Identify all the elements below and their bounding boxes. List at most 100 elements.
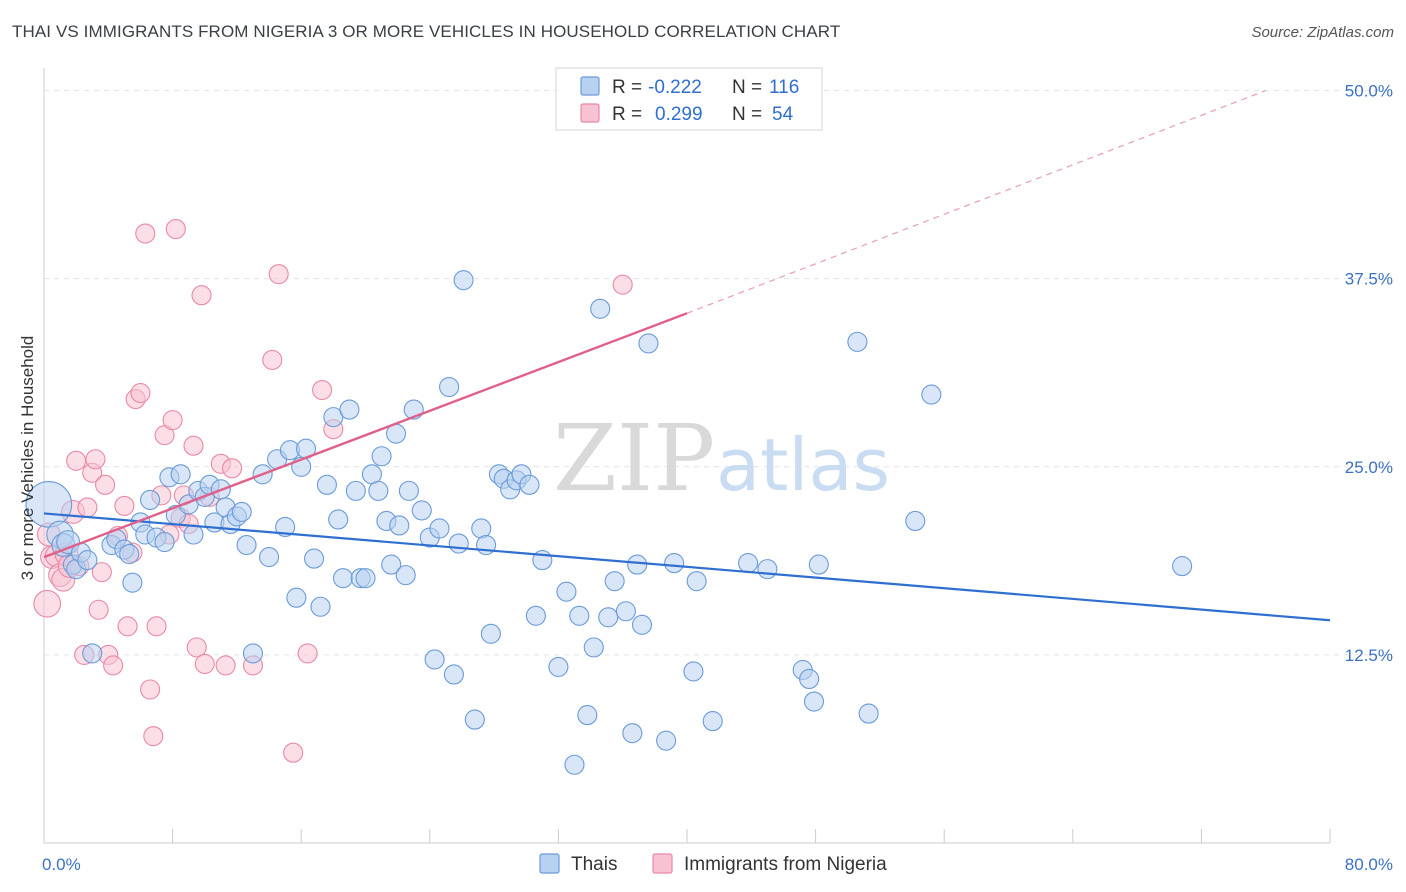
thai-point-80 [519,474,540,495]
legend-r-value-2: 0.299 [655,104,703,125]
y-tick-label-0: 12.5% [1345,646,1393,665]
nigeria-point-53 [612,274,633,295]
y-tick-label-3: 50.0% [1345,82,1393,101]
thai-point-18 [154,531,175,553]
thai-point-72 [471,518,492,539]
thai-point-112 [1172,556,1193,577]
thai-point-33 [236,534,257,556]
thai-point-45 [316,474,337,495]
y-tick-label-1: 25.0% [1345,458,1393,477]
series-legend: Thais Immigrants from Nigeria [539,853,887,875]
nigeria-point-12 [77,497,98,518]
source-label: Source: ZipAtlas.com [1251,24,1394,41]
series-swatch-nigeria [652,853,673,874]
nigeria-point-26 [135,223,156,244]
thai-point-66 [429,518,450,539]
thai-point-105 [799,668,820,690]
nigeria-point-41 [194,653,215,674]
thai-point-57 [381,554,402,575]
nigeria-point-47 [262,349,283,370]
nigeria-point-25 [130,382,151,404]
thai-point-101 [702,711,723,732]
thai-point-95 [631,614,653,635]
nigeria-point-0 [33,589,62,618]
nigeria-point-50 [297,643,318,664]
axes [43,68,1331,844]
thai-point-74 [480,623,501,644]
nigeria-point-19 [103,655,124,676]
thai-point-16 [140,489,161,510]
nigeria-point-45 [222,458,243,479]
thai-point-91 [604,571,625,592]
legend-n-label-2: N = [732,104,762,125]
y-axis-label: 3 or more Vehicles in Household [18,336,37,581]
nigeria-point-16 [91,562,112,583]
legend-r-value-1: -0.222 [648,77,702,98]
thai-point-109 [858,703,879,724]
legend-n-label-1: N = [732,77,762,98]
thai-point-8 [82,643,103,664]
x-tick-label-0: 0.0% [42,855,81,874]
nigeria-point-28 [143,726,164,747]
thai-point-49 [339,399,360,420]
thai-point-106 [803,691,825,712]
thai-point-103 [757,559,778,580]
thai-point-70 [453,270,474,291]
nigeria-trend-line [43,312,688,559]
trend-lines [43,89,1331,622]
thai-point-86 [564,754,585,775]
nigeria-point-38 [183,435,204,456]
thai-point-54 [368,480,389,501]
nigeria-point-27 [140,679,161,700]
thai-point-7 [77,550,98,571]
thai-point-52 [355,568,376,589]
thai-point-87 [577,705,598,726]
thai-point-108 [847,331,868,352]
thai-point-65 [424,649,445,670]
thai-point-92 [615,601,636,622]
nigeria-point-17 [95,474,116,495]
nigeria-point-9 [66,450,87,471]
thai-point-21 [170,464,191,485]
watermark-zip: ZIP [553,405,715,512]
nigeria-point-29 [146,616,167,637]
thai-point-60 [395,565,416,586]
y-tick-label-2: 37.5% [1345,270,1393,289]
nigeria-point-51 [312,379,333,401]
thai-point-44 [310,596,331,617]
thai-point-48 [332,568,354,589]
nigeria-point-33 [162,410,183,431]
thai-point-34 [242,643,264,664]
series-label-nigeria: Immigrants from Nigeria [684,854,887,875]
nigeria-point-34 [165,218,186,240]
thai-point-88 [583,637,604,658]
y-tick-labels: 12.5% 25.0% 37.5% 50.0% [1345,82,1393,665]
chart-title: THAI VS IMMIGRANTS FROM NIGERIA 3 OR MOR… [12,22,841,41]
thai-point-71 [464,709,485,730]
thai-point-43 [304,548,325,569]
thai-point-61 [398,480,419,501]
thai-point-83 [548,656,569,677]
thai-point-67 [439,376,460,398]
thai-point-93 [622,723,643,744]
nigeria-point-49 [283,742,304,763]
legend-box [555,67,823,131]
legend-r-label-1: R = [612,77,642,98]
thai-point-89 [590,298,611,319]
series-swatch-thai [539,853,560,874]
x-tick-label-1: 80.0% [1345,855,1393,874]
correlation-legend: R = -0.222 N = 116 R = 0.299 N = 54 [555,67,823,131]
thai-point-90 [598,607,619,628]
nigeria-point-39 [186,637,207,658]
legend-n-value-2: 54 [772,104,794,125]
nigeria-point-21 [114,495,135,516]
thai-point-63 [411,500,432,521]
thai-point-36 [258,547,280,568]
legend-swatch-thai [580,76,600,96]
thai-point-81 [525,605,546,626]
series-label-thai: Thais [571,854,617,875]
thai-point-59 [389,515,410,536]
thai-point-102 [738,553,759,574]
thai-point-100 [686,571,707,592]
legend-swatch-nigeria [580,103,600,123]
